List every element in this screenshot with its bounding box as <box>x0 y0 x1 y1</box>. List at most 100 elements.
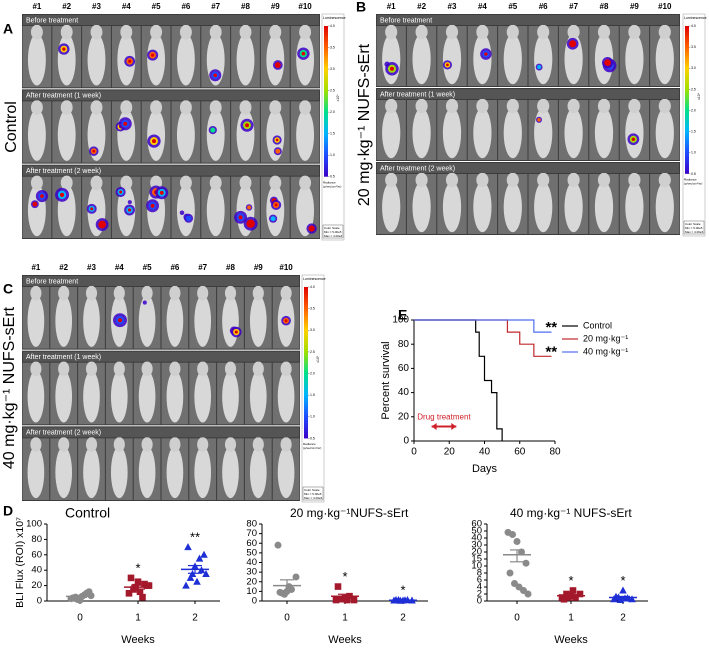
mouse-body <box>249 295 267 347</box>
mouse-head <box>280 437 292 452</box>
mouse-head <box>197 285 209 301</box>
mouse-body <box>206 109 225 161</box>
y-tick-label: 2 <box>477 589 482 600</box>
signal-peak <box>159 190 164 195</box>
y-tick-label: 80 <box>31 534 42 545</box>
signal-peak <box>274 203 278 207</box>
mouse-body <box>296 109 315 161</box>
mouse-id: #9 <box>630 2 639 11</box>
mouse-head <box>476 172 489 188</box>
data-point <box>292 573 300 581</box>
mouse-body <box>503 181 522 233</box>
row-label: After treatment (1 week) <box>26 354 101 361</box>
y-tick-label: 0 <box>37 596 42 607</box>
y-tick-label: 80 <box>398 339 410 350</box>
y-tick-label: 100 <box>392 315 409 326</box>
colorbar-title: Luminescence <box>303 277 326 281</box>
row-label: After treatment (2 week) <box>26 168 101 175</box>
mouse-id: #10 <box>298 2 312 11</box>
mouse-head <box>85 285 98 301</box>
mouse-id: #4 <box>115 263 124 272</box>
mouse-head <box>179 100 192 115</box>
colorbar-radiance: (p/sec/cm²/sr) <box>684 182 702 186</box>
row-header <box>23 165 319 176</box>
significance: * <box>342 569 347 584</box>
colorbar-scale: Color Scale <box>304 488 320 492</box>
mouse-id: #7 <box>211 2 220 11</box>
signal-peak <box>284 319 288 323</box>
y-tick-label: 20 <box>471 547 482 558</box>
mouse-head <box>299 175 312 191</box>
signal-core <box>247 205 251 210</box>
mouse-head <box>385 172 398 188</box>
mouse-head <box>169 361 181 377</box>
data-point <box>202 570 210 578</box>
panel-title: Control <box>3 101 20 153</box>
mouse-head <box>224 437 237 452</box>
signal-core <box>185 215 192 221</box>
mouse-head <box>169 437 181 452</box>
data-point <box>628 595 636 603</box>
signal-core <box>537 64 542 70</box>
row-header <box>377 89 679 99</box>
survival-curve <box>414 319 552 357</box>
row-label: Before treatment <box>26 278 78 285</box>
mouse-body <box>147 33 166 86</box>
mouse-head <box>58 285 70 301</box>
colorbar-tick-label: 1.0 <box>691 151 696 155</box>
y-tick-label: 40 <box>471 533 482 544</box>
row-header <box>23 276 299 286</box>
signal-core <box>275 148 281 154</box>
scale-box <box>322 224 344 239</box>
mouse-id: #7 <box>569 2 578 11</box>
x-tick-label: 80 <box>549 447 561 458</box>
y-tick-label: 15 <box>471 554 482 565</box>
mouse-body <box>594 181 614 233</box>
colorbar-tick-label: 2.5 <box>310 350 315 354</box>
mouse-head <box>269 24 282 40</box>
colorbar-scale: Min = 5.00e5 <box>304 492 322 496</box>
y-tick-label: 70 <box>246 528 257 539</box>
signal-peak <box>275 138 279 142</box>
mouse-head <box>141 437 153 452</box>
significance: * <box>400 582 405 597</box>
mouse-head <box>628 172 641 188</box>
colorbar-tick-label: 2.5 <box>330 89 335 93</box>
signal-peak <box>117 318 123 323</box>
data-point <box>563 590 570 598</box>
chart-title: 20 mg·kg⁻¹NUFS-sErt <box>290 506 409 520</box>
mouse-head <box>209 175 222 191</box>
mouse-body <box>83 295 100 347</box>
signal-peak <box>123 121 128 126</box>
data-point <box>332 596 340 604</box>
mouse-id: #1 <box>31 263 40 272</box>
colorbar-unit: x10⁶ <box>697 92 701 100</box>
mouse-body <box>382 33 401 85</box>
signal-peak <box>59 192 65 197</box>
mouse-body <box>564 107 583 159</box>
mouse-body <box>194 446 212 499</box>
mouse-id: #2 <box>417 2 426 11</box>
signal-peak <box>62 47 66 51</box>
x-tick-label: 1 <box>342 613 348 624</box>
colorbar-tick-label: 3.5 <box>330 45 335 49</box>
signal-peak <box>310 227 314 231</box>
signal-peak <box>100 222 105 227</box>
mouse-id: #8 <box>226 263 235 272</box>
signal-peak <box>90 207 94 211</box>
mouse-head <box>224 361 237 377</box>
mouse-head <box>537 172 550 188</box>
y-tick-label: 80 <box>246 519 257 530</box>
mouse-body <box>503 107 522 159</box>
row-header <box>377 163 679 173</box>
significance: ** <box>545 343 557 360</box>
mouse-head <box>113 437 125 452</box>
y-tick-label: 30 <box>471 540 482 551</box>
colorbar-tick-label: 1.5 <box>330 132 335 136</box>
mouse-id: #5 <box>152 2 161 11</box>
mouse-head <box>252 285 264 301</box>
data-point <box>274 541 282 549</box>
colorbar-scale: Min = 5.00e5 <box>324 230 342 234</box>
mouse-body <box>194 370 212 423</box>
mouse-body <box>534 181 553 233</box>
